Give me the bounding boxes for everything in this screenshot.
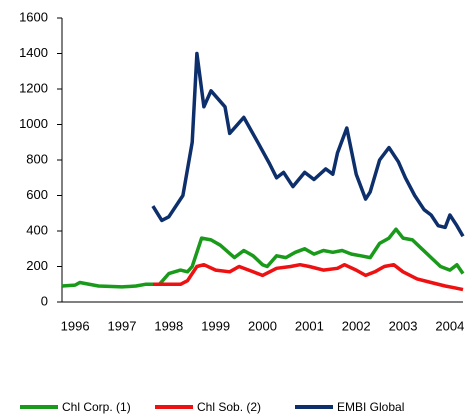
legend-label: Chl Sob. (2) bbox=[197, 400, 261, 414]
x-tick-label: 2003 bbox=[389, 318, 418, 333]
x-tick-label: 1998 bbox=[154, 318, 183, 333]
x-tick-label: 2001 bbox=[295, 318, 324, 333]
x-tick-label: 1999 bbox=[201, 318, 230, 333]
series-line bbox=[151, 51, 465, 238]
x-tick-label: 2002 bbox=[342, 318, 371, 333]
y-tick-label: 1400 bbox=[19, 45, 48, 60]
legend-label: EMBI Global bbox=[337, 400, 404, 414]
legend-label: Chl Corp. (1) bbox=[62, 400, 131, 414]
y-tick-label: 1200 bbox=[19, 80, 48, 95]
y-tick-label: 1600 bbox=[19, 9, 48, 24]
x-tick-label: 1996 bbox=[61, 318, 90, 333]
series-line bbox=[61, 227, 465, 289]
x-tick-label: 1997 bbox=[108, 318, 137, 333]
series-line bbox=[152, 262, 464, 292]
y-tick-label: 1000 bbox=[19, 116, 48, 131]
x-tick-label: 2004 bbox=[435, 318, 464, 333]
y-tick-label: 800 bbox=[26, 151, 48, 166]
y-tick-label: 0 bbox=[41, 293, 48, 308]
y-tick-label: 400 bbox=[26, 222, 48, 237]
x-tick-label: 2000 bbox=[248, 318, 277, 333]
y-tick-label: 200 bbox=[26, 258, 48, 273]
y-tick-label: 600 bbox=[26, 187, 48, 202]
